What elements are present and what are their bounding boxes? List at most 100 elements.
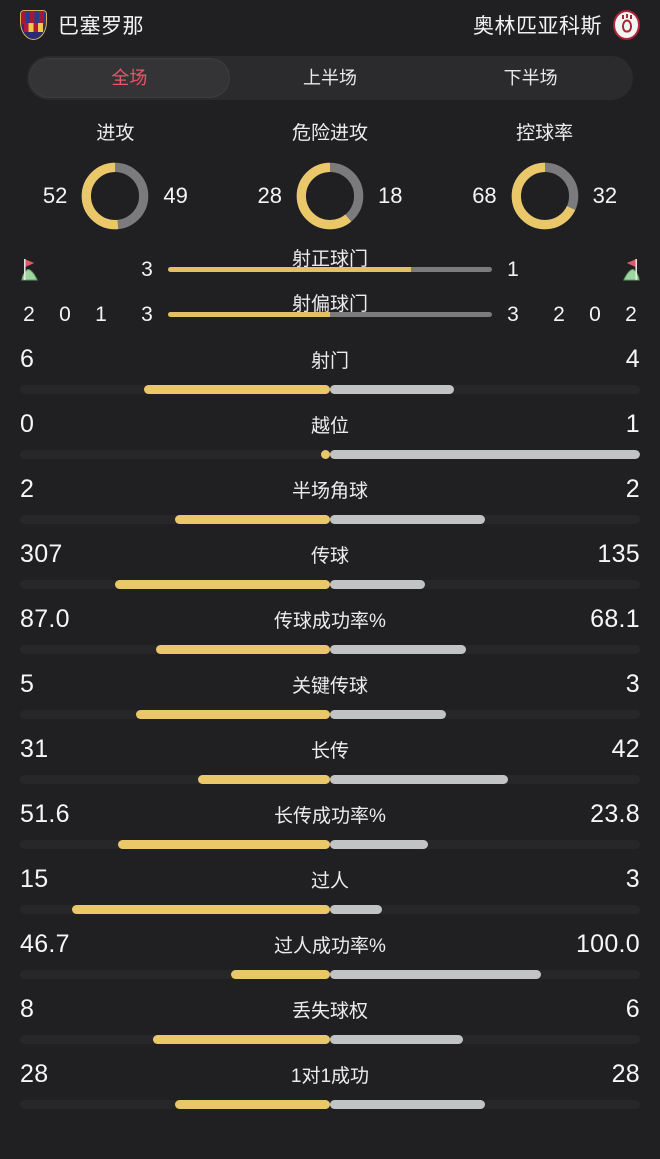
- home-stat-bar: [198, 775, 330, 784]
- stat-bar-track: [20, 1035, 640, 1044]
- away-corners-count: 2: [625, 302, 637, 326]
- away-stat-value: 3: [625, 865, 640, 893]
- away-stat-bar: [330, 645, 467, 654]
- home-stat-value: 0: [20, 410, 35, 438]
- donut-chart: [296, 162, 364, 230]
- shots-off-target-bar: [168, 312, 492, 317]
- donut-title: 危险进攻: [292, 123, 369, 144]
- donut-away-value: 49: [163, 183, 188, 208]
- stat-label: 传球成功率%: [274, 611, 386, 632]
- yellow-card-icon: [548, 257, 570, 283]
- home-corners-count: 2: [23, 302, 35, 326]
- home-shots-on-target: 3: [141, 257, 153, 281]
- stat-label: 长传成功率%: [274, 806, 386, 827]
- home-stat-bar: [231, 970, 330, 979]
- stat-row: 28 1对1成功 28: [20, 1060, 640, 1125]
- away-stat-value: 3: [625, 670, 640, 698]
- stat-row: 0 越位 1: [20, 410, 640, 475]
- away-stat-bar: [330, 840, 428, 849]
- stat-label: 传球: [310, 546, 349, 567]
- away-stat-value: 28: [611, 1060, 640, 1088]
- stat-bar-track: [20, 710, 640, 719]
- away-stat-bar: [330, 450, 640, 459]
- stat-row: 307 传球 135: [20, 540, 640, 605]
- corner-flag-icon: [620, 257, 642, 283]
- tab-full-match[interactable]: 全场: [29, 58, 230, 98]
- shots-off-target-row: 射偏球门 2 0 1 3 3 2 0 2: [18, 292, 642, 337]
- home-discipline-counts: 2 0 1: [18, 303, 136, 327]
- home-stat-value: 6: [20, 345, 35, 373]
- home-stat-value: 2: [20, 475, 35, 503]
- stat-label: 丢失球权: [291, 1001, 368, 1022]
- stat-label: 关键传球: [291, 676, 368, 697]
- home-stat-bar: [175, 515, 330, 524]
- away-stat-bar: [330, 710, 447, 719]
- stat-bar-track: [20, 970, 640, 979]
- away-shots-off-target: 3: [507, 302, 519, 326]
- team-header: 巴塞罗那 奥林匹亚科斯: [0, 0, 660, 50]
- corner-flag-icon: [18, 257, 40, 283]
- donut-dangerous-attacks: 危险进攻 28 18: [223, 118, 438, 233]
- away-stat-value: 2: [625, 475, 640, 503]
- stat-label: 1对1成功: [290, 1066, 370, 1087]
- stat-label: 过人: [310, 871, 349, 892]
- period-tabs-wrap: 全场 上半场 下半场: [0, 50, 660, 100]
- barcelona-crest-icon: [20, 10, 47, 40]
- donut-home-value: 68: [472, 183, 497, 208]
- home-stat-value: 46.7: [20, 930, 70, 958]
- donut-possession: 控球率 68 32: [437, 118, 652, 233]
- tab-first-half[interactable]: 上半场: [303, 68, 357, 88]
- tab-second-half[interactable]: 下半场: [503, 68, 558, 88]
- home-stat-bar: [136, 710, 330, 719]
- away-stat-bar: [330, 385, 454, 394]
- stat-bar-track: [20, 385, 640, 394]
- donut-title: 进攻: [96, 123, 135, 144]
- away-discipline-counts: 2 0 2: [524, 303, 642, 327]
- home-stat-value: 31: [20, 735, 49, 763]
- stat-row: 46.7 过人成功率% 100.0: [20, 930, 640, 995]
- stat-bar-track: [20, 905, 640, 914]
- away-stat-bar: [330, 905, 382, 914]
- yellow-card-icon: [90, 257, 112, 283]
- home-stat-value: 28: [20, 1060, 49, 1088]
- home-yellow-cards-count: 1: [95, 302, 107, 326]
- donut-home-value: 28: [257, 183, 282, 208]
- home-discipline-icons: [18, 257, 136, 283]
- away-shots-on-target: 1: [507, 257, 519, 281]
- stat-bar-track: [20, 840, 640, 849]
- home-stat-bar: [153, 1035, 330, 1044]
- shots-on-target-row: 射正球门 3: [18, 247, 642, 292]
- donut-away-value: 32: [592, 183, 618, 208]
- home-stat-value: 15: [20, 865, 49, 893]
- away-team[interactable]: 奥林匹亚科斯: [473, 10, 640, 40]
- stat-rows: 6 射门 4 0 越位 1 2 半场角球 2 307 传球 135 87.0 传球成功率% 68.1 5 关键传…: [0, 337, 660, 1125]
- donut-attacks: 进攻 52 49: [8, 118, 223, 233]
- home-stat-bar: [71, 905, 330, 914]
- stat-label: 过人成功率%: [274, 936, 386, 957]
- home-stat-bar: [175, 1100, 330, 1109]
- away-discipline-icons: [524, 257, 642, 283]
- discipline-section: 射正球门 3: [0, 247, 660, 337]
- home-stat-bar: [117, 840, 330, 849]
- stat-label: 半场角球: [291, 481, 368, 502]
- shots-on-target-bar: [168, 267, 492, 272]
- stat-row: 87.0 传球成功率% 68.1: [20, 605, 640, 670]
- away-stat-value: 23.8: [590, 800, 640, 828]
- olympiacos-crest-icon: [613, 10, 640, 40]
- away-stat-bar: [330, 970, 542, 979]
- home-team[interactable]: 巴塞罗那: [20, 10, 144, 40]
- stat-bar-track: [20, 515, 640, 524]
- stat-row: 8 丢失球权 6: [20, 995, 640, 1060]
- home-stat-value: 8: [20, 995, 35, 1023]
- stat-row: 51.6 长传成功率% 23.8: [20, 800, 640, 865]
- red-card-icon: [584, 257, 606, 283]
- away-yellow-cards-count: 2: [553, 302, 565, 326]
- home-stat-value: 307: [20, 540, 63, 568]
- home-stat-bar: [144, 385, 330, 394]
- stat-label: 长传: [310, 741, 349, 762]
- away-stat-bar: [330, 1100, 485, 1109]
- away-team-name: 奥林匹亚科斯: [473, 15, 602, 38]
- home-stat-value: 51.6: [20, 800, 70, 828]
- home-stat-bar: [156, 645, 330, 654]
